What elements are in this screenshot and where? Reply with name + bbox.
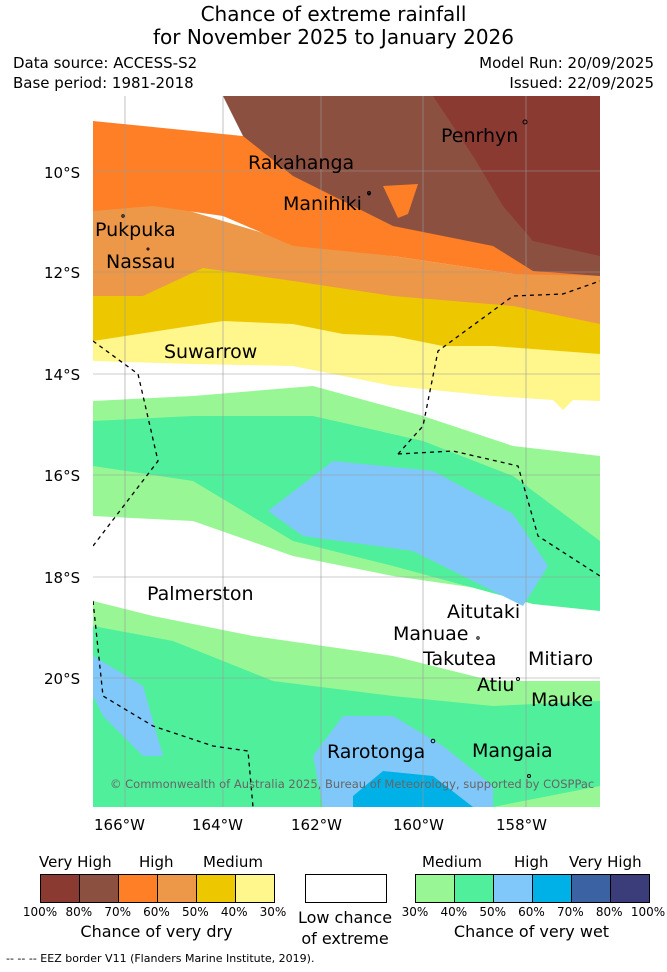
map-title-line2: for November 2025 to January 2026 [152, 25, 515, 49]
base-period: Base period: 1981-2018 [13, 74, 194, 92]
label-atiu: Atiu [477, 674, 515, 696]
rainfall-map [93, 96, 600, 807]
lat-tick-16s: 16°S [44, 467, 81, 485]
dry-pct-label-3: 60% [143, 905, 170, 919]
dry-swatch-0 [41, 875, 79, 902]
label-pukapuka: Pukpuka [95, 219, 176, 241]
lon-tick-162w: 162°W [291, 816, 342, 834]
very-wet-50-west [93, 656, 163, 756]
dry-header-high: High [139, 853, 174, 871]
dry-header-very-high: Very High [39, 853, 112, 871]
dry-colorbar [40, 874, 275, 903]
issued-date: Issued: 22/09/2025 [509, 74, 654, 92]
eez-borders [93, 280, 600, 807]
label-manihiki: Manihiki [283, 193, 362, 215]
lat-tick-12s: 12°S [44, 264, 81, 282]
dry-swatch-3 [157, 875, 196, 902]
wet-caption: Chance of very wet [453, 922, 610, 941]
wet-pct-label-4: 70% [556, 905, 584, 919]
wet-colorbar [415, 874, 650, 903]
dry-pct-label-2: 70% [104, 905, 131, 919]
wet-swatch-0 [416, 875, 454, 902]
lon-tick-164w: 164°W [192, 816, 243, 834]
label-mitiaro: Mitiaro [528, 648, 594, 670]
very-dry-60-region [93, 206, 600, 324]
wet-pct-label-2: 50% [479, 905, 506, 919]
lon-tick-160w: 160°W [393, 816, 444, 834]
dry-pct-label-5: 40% [220, 905, 248, 919]
dry-swatch-1 [79, 875, 118, 902]
lat-tick-18s: 18°S [44, 569, 81, 587]
wet-percent-scale: 30% 40% 50% 60% 70% 80% 100% [395, 905, 667, 921]
label-suwarrow: Suwarrow [164, 341, 258, 363]
very-wet-50-region [268, 461, 548, 606]
wet-swatch-5 [610, 875, 649, 902]
label-aitutaki: Aitutaki [447, 601, 521, 623]
dry-pct-label-0: 100% [22, 905, 58, 919]
map-title-line1: Chance of extreme rainfall [200, 2, 467, 26]
label-penrhyn: Penrhyn [441, 125, 519, 147]
wet-swatch-2 [493, 875, 532, 902]
wet-pct-label-1: 40% [440, 905, 468, 919]
wet-header-very-high: Very High [569, 853, 642, 871]
lat-tick-10s: 10°S [44, 164, 81, 182]
lat-tick-20s: 20°S [44, 670, 81, 688]
very-dry-70-patch [383, 184, 418, 218]
label-rakahanga: Rakahanga [248, 152, 355, 174]
very-wet-50-south [313, 716, 493, 807]
very-wet-60-south [353, 771, 473, 807]
label-nassau: Nassau [106, 251, 176, 273]
wet-pct-label-6: 100% [630, 905, 666, 919]
wet-swatch-1 [454, 875, 493, 902]
data-source: Data source: ACCESS-S2 [13, 54, 198, 72]
eez-footnote: -- -- -- EEZ border V11 (Flanders Marine… [6, 952, 315, 965]
neutral-colorbar [305, 874, 387, 903]
label-takutea: Takutea [423, 648, 497, 670]
very-dry-100-region [433, 96, 600, 256]
copyright-note: © Commonwealth of Australia 2025, Bureau… [110, 777, 595, 791]
label-mauke: Mauke [531, 689, 594, 711]
gridlines [93, 96, 600, 807]
model-run: Model Run: 20/09/2025 [479, 54, 654, 72]
very-dry-50-region [93, 246, 600, 354]
label-rarotonga: Rarotonga [327, 741, 426, 763]
dry-pct-label-1: 80% [65, 905, 93, 919]
island-markers [121, 119, 531, 778]
wet-pct-label-3: 60% [518, 905, 545, 919]
lon-tick-158w: 158°W [496, 816, 547, 834]
wet-swatch-3 [532, 875, 571, 902]
dry-swatch-4 [196, 875, 235, 902]
wet-pct-label-5: 80% [595, 905, 623, 919]
wet-pct-label-0: 30% [401, 905, 429, 919]
dry-percent-scale: 100% 80% 70% 60% 50% 40% 30% [20, 905, 292, 921]
label-palmerston: Palmerston [147, 583, 254, 605]
wet-header-medium: Medium [422, 853, 482, 871]
dry-pct-label-4: 50% [181, 905, 209, 919]
label-manuae: Manuae [393, 623, 469, 645]
wet-swatch-4 [571, 875, 610, 902]
lon-tick-166w: 166°W [94, 816, 145, 834]
dry-swatch-2 [118, 875, 157, 902]
dry-header-medium: Medium [203, 853, 263, 871]
dry-caption: Chance of very dry [80, 922, 233, 941]
label-mangaia: Mangaia [472, 740, 553, 762]
neutral-caption-line2: of extreme [301, 929, 389, 948]
neutral-caption-line1: Low chance [297, 908, 393, 927]
dry-pct-label-6: 30% [259, 905, 287, 919]
lat-tick-14s: 14°S [44, 366, 81, 384]
dry-swatch-5 [235, 875, 274, 902]
wet-header-high: High [514, 853, 549, 871]
